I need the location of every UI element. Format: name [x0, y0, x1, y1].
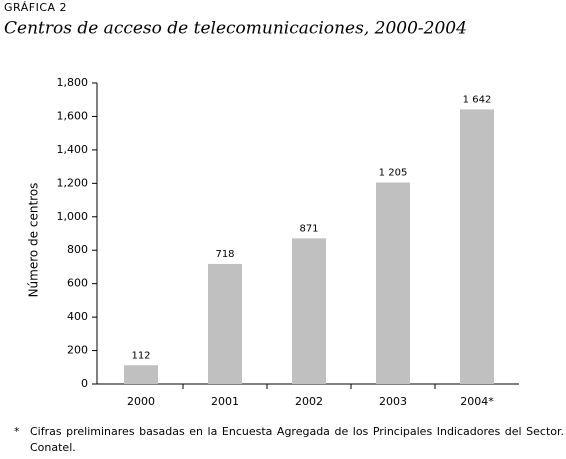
y-tick-label: 800 — [67, 243, 88, 256]
x-tick-label: 2001 — [211, 395, 239, 408]
y-axis-label: Número de centros — [27, 183, 41, 298]
y-tick-label: 1,800 — [57, 76, 89, 89]
x-tick-label: 2004* — [460, 395, 494, 408]
value-label: 1 205 — [379, 167, 408, 178]
x-tick-label: 2000 — [127, 395, 155, 408]
bar — [460, 109, 494, 384]
footnote-marker: * — [14, 425, 20, 438]
value-label: 871 — [299, 223, 318, 234]
chart: GRÁFICA 2 Centros de acceso de telecomun… — [4, 1, 519, 408]
bar — [208, 263, 242, 384]
value-label: 112 — [131, 350, 150, 361]
chart-title: Centros de acceso de telecomunicaciones,… — [4, 19, 467, 39]
footnote: * Cifras preliminares basadas en la Encu… — [14, 424, 564, 456]
y-tick-label: 1,200 — [57, 176, 89, 189]
bar — [124, 365, 158, 384]
x-tick-label: 2003 — [379, 395, 407, 408]
footnote-text: Cifras preliminares basadas en la Encues… — [30, 425, 564, 454]
bar — [376, 182, 410, 384]
y-tick-label: 0 — [81, 377, 88, 390]
value-label: 718 — [215, 249, 234, 260]
y-tick-label: 1,600 — [57, 109, 89, 122]
value-label: 1 642 — [463, 94, 492, 105]
chart-label: GRÁFICA 2 — [4, 1, 67, 14]
y-tick-label: 200 — [67, 344, 88, 357]
y-tick-label: 600 — [67, 277, 88, 290]
y-tick-label: 1,400 — [57, 143, 89, 156]
bar — [292, 238, 326, 384]
y-tick-label: 400 — [67, 310, 88, 323]
y-tick-label: 1,000 — [57, 210, 89, 223]
x-tick-label: 2002 — [295, 395, 323, 408]
